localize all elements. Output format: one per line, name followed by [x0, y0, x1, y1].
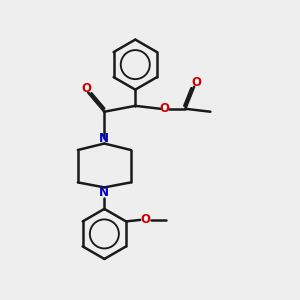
Text: O: O — [82, 82, 92, 95]
Text: O: O — [140, 213, 150, 226]
Text: N: N — [99, 132, 110, 145]
Text: O: O — [160, 102, 170, 115]
Text: N: N — [99, 186, 110, 199]
Text: O: O — [191, 76, 202, 89]
